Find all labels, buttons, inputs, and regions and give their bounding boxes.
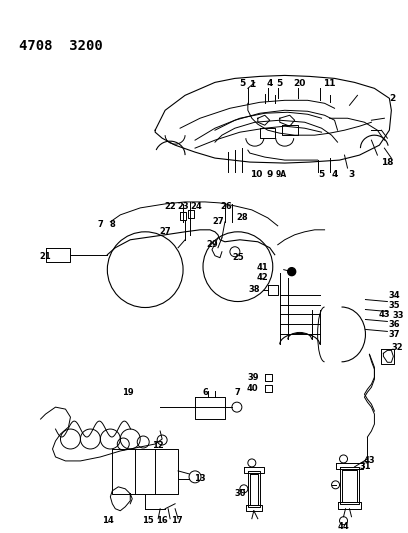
Text: 3: 3 bbox=[348, 169, 355, 179]
Text: 7: 7 bbox=[98, 220, 103, 229]
Text: 5: 5 bbox=[319, 169, 325, 179]
Text: 19: 19 bbox=[122, 387, 134, 397]
Text: 5: 5 bbox=[277, 79, 283, 88]
Text: 14: 14 bbox=[102, 516, 114, 525]
Text: 27: 27 bbox=[159, 227, 171, 236]
Text: 38: 38 bbox=[248, 285, 259, 294]
Text: 27: 27 bbox=[212, 217, 224, 227]
Text: 43: 43 bbox=[379, 310, 390, 319]
Text: 7: 7 bbox=[234, 387, 240, 397]
Text: 44: 44 bbox=[338, 522, 349, 531]
Text: 10: 10 bbox=[250, 169, 262, 179]
Text: 16: 16 bbox=[156, 516, 168, 525]
Text: 22: 22 bbox=[164, 203, 176, 212]
Text: 34: 34 bbox=[388, 291, 400, 300]
Text: 29: 29 bbox=[206, 240, 218, 249]
Text: 23: 23 bbox=[177, 203, 189, 212]
Text: 21: 21 bbox=[40, 252, 51, 261]
Text: 31: 31 bbox=[359, 463, 371, 471]
Text: 43: 43 bbox=[364, 456, 375, 465]
Text: 33: 33 bbox=[392, 311, 404, 320]
Text: 36: 36 bbox=[388, 320, 400, 329]
Polygon shape bbox=[384, 350, 393, 362]
Text: 4: 4 bbox=[331, 169, 338, 179]
Text: 28: 28 bbox=[236, 213, 248, 222]
Text: 26: 26 bbox=[220, 203, 232, 212]
Text: 42: 42 bbox=[257, 273, 269, 282]
Text: 24: 24 bbox=[190, 203, 202, 212]
Text: 17: 17 bbox=[171, 516, 183, 525]
Text: 15: 15 bbox=[142, 516, 154, 525]
Text: 32: 32 bbox=[392, 343, 403, 352]
Text: 4708  3200: 4708 3200 bbox=[19, 38, 102, 53]
Text: 35: 35 bbox=[388, 301, 400, 310]
Text: 37: 37 bbox=[388, 330, 400, 339]
Text: 30: 30 bbox=[234, 489, 246, 498]
Text: 11: 11 bbox=[323, 79, 336, 88]
Text: 39: 39 bbox=[247, 373, 259, 382]
Text: 6: 6 bbox=[202, 387, 208, 397]
Text: 40: 40 bbox=[247, 384, 259, 393]
Text: 1: 1 bbox=[249, 80, 255, 89]
Text: 9: 9 bbox=[266, 169, 273, 179]
Circle shape bbox=[288, 268, 296, 276]
Text: 9A: 9A bbox=[275, 169, 286, 179]
Text: 2: 2 bbox=[389, 94, 395, 103]
Text: 20: 20 bbox=[293, 79, 306, 88]
Text: 5: 5 bbox=[240, 79, 246, 88]
Text: 41: 41 bbox=[257, 263, 269, 272]
Text: 18: 18 bbox=[381, 158, 394, 167]
Text: 8: 8 bbox=[109, 220, 115, 229]
Text: 13: 13 bbox=[194, 474, 206, 483]
Text: 12: 12 bbox=[152, 441, 164, 450]
Text: 4: 4 bbox=[266, 79, 273, 88]
Text: 25: 25 bbox=[232, 253, 244, 262]
